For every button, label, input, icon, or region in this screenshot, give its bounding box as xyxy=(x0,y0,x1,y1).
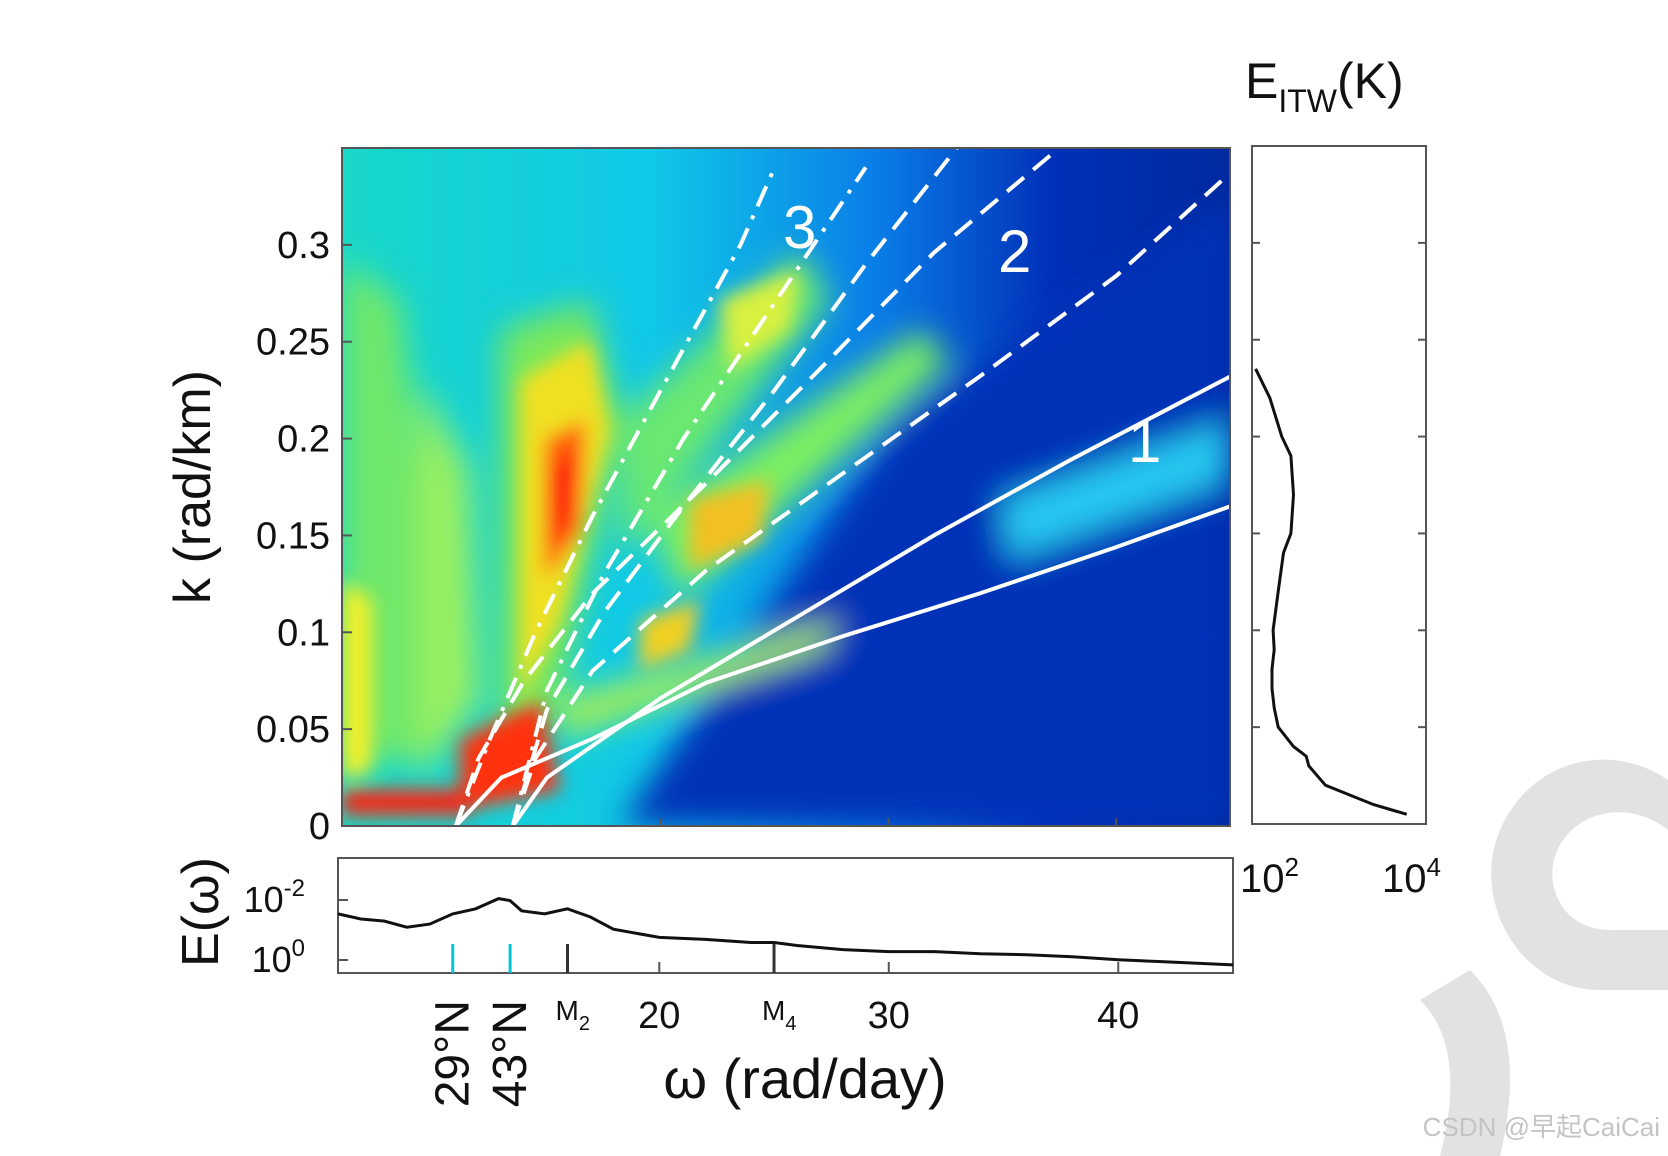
main-panel-frame xyxy=(341,147,1231,827)
watermark-logo-shape xyxy=(1491,759,1668,990)
heatmap-blob xyxy=(1000,420,1230,560)
bottom-y-axis-label: E(ω) xyxy=(172,857,230,967)
bottom-y-tick-label: 10-2 xyxy=(244,875,305,920)
bottom-x-tick-label: 30 xyxy=(868,995,910,1037)
heatmap-blob xyxy=(342,580,372,780)
tidal-marker-label: M2 xyxy=(555,995,589,1035)
main-y-tick-label: 0.25 xyxy=(256,322,330,364)
bottom-x-axis-label: ω (rad/day) xyxy=(663,1047,946,1110)
dispersion-curve-dashdot xyxy=(453,166,777,826)
watermark: CSDN @早起CaiCai xyxy=(1420,759,1668,1156)
heatmap-blob xyxy=(460,700,560,810)
watermark-text: CSDN @早起CaiCai xyxy=(1423,1112,1660,1142)
latitude-marker-label: 43°N xyxy=(484,1000,537,1107)
main-y-tick-label: 0.2 xyxy=(277,419,330,461)
bottom-markers: 29°N 43°N M2 M4 xyxy=(427,944,796,1107)
main-y-tick-label: 0.15 xyxy=(256,515,330,557)
dispersion-curve-dashdot xyxy=(510,166,868,826)
heatmap-blob xyxy=(620,200,1230,826)
main-y-tick-label: 0 xyxy=(309,806,330,848)
right-x-tick-label-1: 102 xyxy=(1240,852,1299,901)
latitude-marker-label: 29°N xyxy=(427,1000,480,1107)
heatmap-field xyxy=(342,148,1230,826)
heatmap-blob xyxy=(550,450,578,545)
bottom-x-tick-label: 20 xyxy=(638,995,680,1037)
heatmap-blob xyxy=(420,380,480,780)
right-panel-title: EITW(K) xyxy=(1245,53,1404,119)
bottom-y-tick-label: 100 xyxy=(252,935,305,980)
bottom-panel-frame xyxy=(337,857,1234,974)
dispersion-curve-dashed xyxy=(453,148,1061,826)
frequency-spectrum-panel: 10-2 100 20 30 40 29°N 43°N M2 M4 E(ω) ω (rad/d… xyxy=(172,857,1234,1110)
bottom-ticks: 10-2 100 20 30 40 xyxy=(244,875,1140,1037)
right-x-tick-label-2: 104 xyxy=(1382,852,1441,901)
tidal-marker-label: M4 xyxy=(762,995,796,1035)
dispersion-curves xyxy=(453,148,1230,826)
dispersion-curve-dashed xyxy=(510,171,1230,826)
bottom-x-tick-label: 40 xyxy=(1097,995,1139,1037)
depth-energy-panel: EITW(K) 102 104 xyxy=(1240,53,1441,901)
main-y-tick-label: 0.05 xyxy=(256,709,330,751)
curve-label-2: 2 xyxy=(998,218,1031,285)
main-y-axis-label: k (rad/km) xyxy=(164,370,222,604)
eitw-profile-line xyxy=(1254,368,1408,816)
watermark-logo-shape xyxy=(1420,970,1510,1156)
main-spectrum-panel: 0 0.05 0.1 0.15 0.2 0.25 0.3 1 2 3 k (rad/km) xyxy=(164,147,1231,848)
heatmap-blob xyxy=(342,790,470,815)
dispersion-curve-solid xyxy=(511,374,1230,826)
curve-label-1: 1 xyxy=(1128,408,1161,475)
dispersion-curve-dashed xyxy=(510,148,959,826)
main-y-tick-label: 0.1 xyxy=(277,612,330,654)
right-ticks xyxy=(1252,241,1426,825)
heatmap-blob xyxy=(690,480,770,570)
curve-label-3: 3 xyxy=(783,194,816,261)
main-y-tick-label: 0.3 xyxy=(277,225,330,267)
main-y-ticks: 0 0.05 0.1 0.15 0.2 0.25 0.3 xyxy=(256,225,1118,848)
right-panel-frame xyxy=(1251,145,1427,825)
spectrum-line xyxy=(337,897,1234,967)
heatmap-blob xyxy=(560,620,840,740)
dispersion-curve-solid xyxy=(454,504,1230,826)
